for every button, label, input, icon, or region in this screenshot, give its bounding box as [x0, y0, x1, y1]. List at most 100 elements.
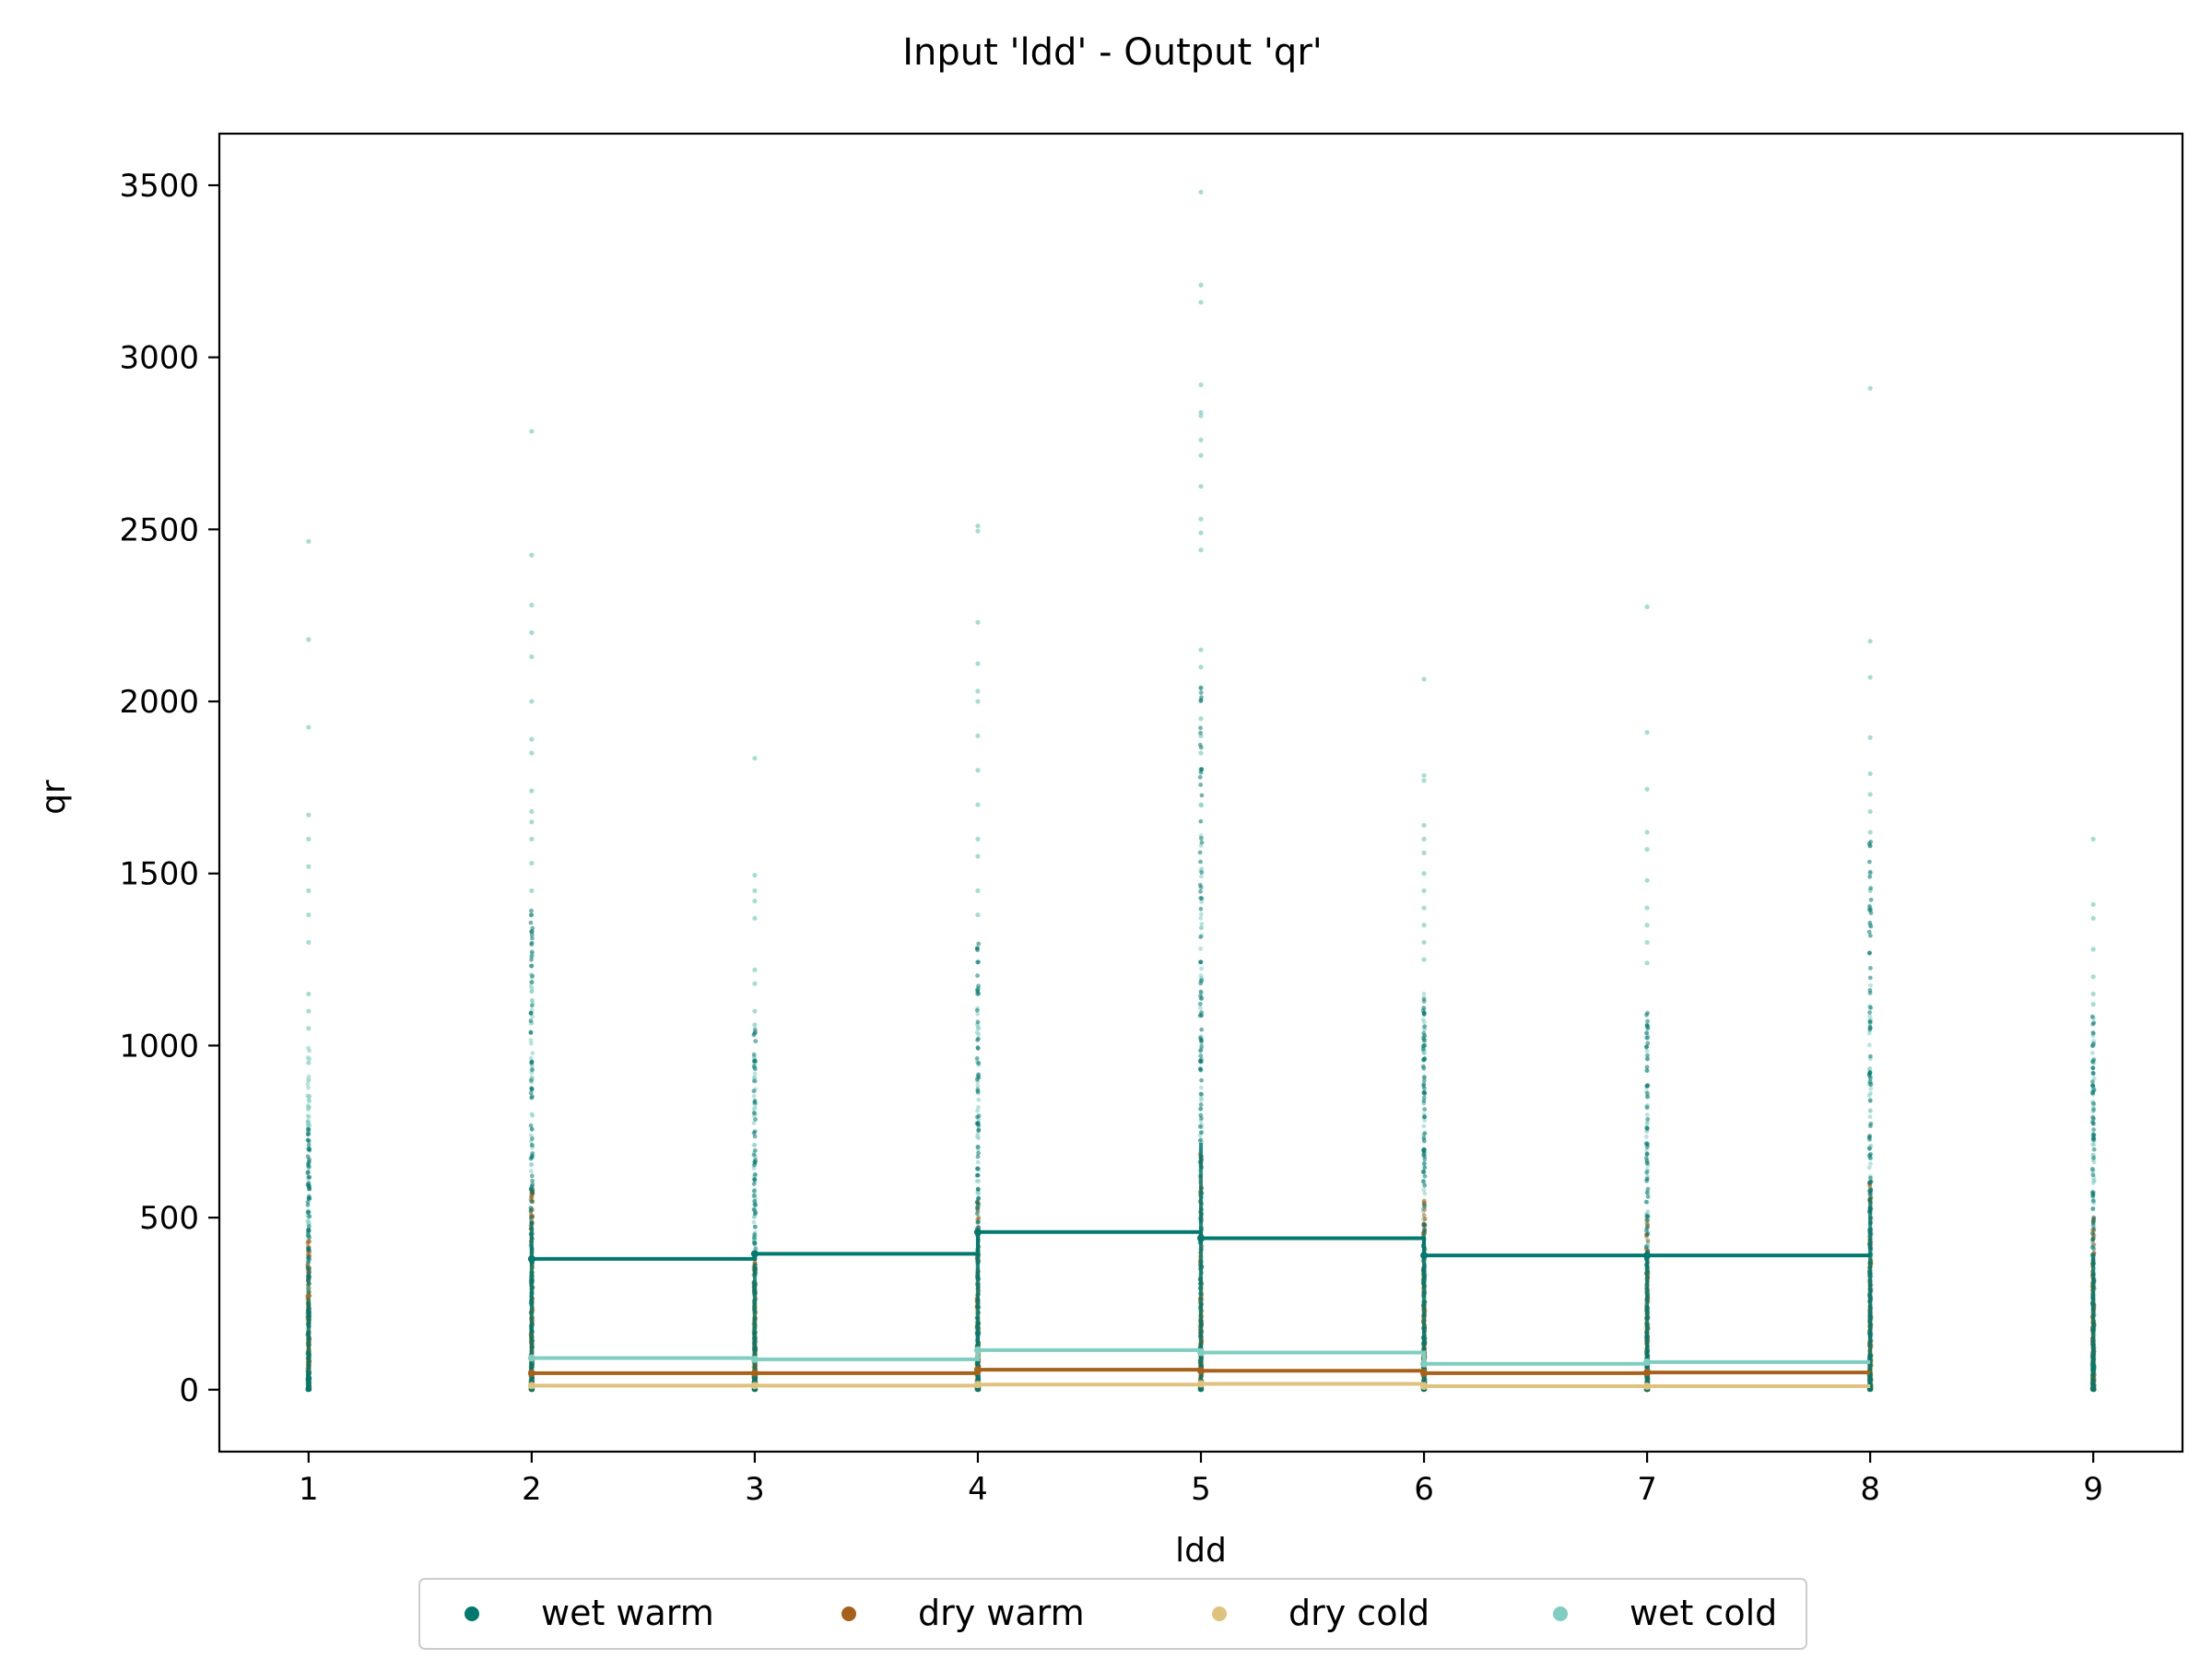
scatter-point — [1868, 897, 1874, 902]
scatter-point — [1867, 1053, 1873, 1059]
scatter-point — [1643, 1134, 1649, 1139]
scatter-point — [751, 1188, 757, 1194]
scatter-point — [1421, 1010, 1427, 1016]
scatter-point — [1645, 1053, 1650, 1058]
scatter-point — [1422, 1147, 1427, 1152]
scatter-point — [975, 688, 981, 694]
scatter-point — [1421, 905, 1427, 911]
scatter-point — [1644, 1030, 1649, 1036]
scatter-point — [1645, 1094, 1650, 1100]
scatter-point — [1199, 1037, 1204, 1042]
scatter-point — [1645, 1026, 1651, 1031]
scatter-point — [306, 1259, 312, 1265]
scatter-point — [2091, 1076, 2097, 1081]
scatter-point — [1421, 1169, 1426, 1174]
scatter-point — [1198, 1112, 1204, 1118]
scatter-point — [528, 1090, 534, 1096]
scatter-point — [305, 1278, 311, 1284]
scatter-point — [975, 1019, 981, 1025]
scatter-point — [530, 1113, 535, 1118]
scatter-point — [2090, 947, 2096, 952]
scatter-point — [530, 1153, 535, 1159]
scatter-point — [529, 699, 535, 704]
scatter-point — [751, 1193, 757, 1198]
scatter-point — [529, 860, 535, 866]
scatter-point — [1198, 686, 1204, 690]
scatter-point — [306, 1286, 312, 1291]
scatter-point — [306, 1095, 312, 1100]
scatter-point — [306, 724, 312, 730]
scatter-point — [1422, 1042, 1428, 1048]
scatter-point — [1422, 1223, 1428, 1229]
scatter-point — [1867, 675, 1873, 680]
scatter-point — [1867, 874, 1873, 879]
scatter-point — [1421, 1232, 1427, 1238]
scatter-point — [1422, 1182, 1428, 1188]
scatter-point — [975, 1088, 981, 1094]
scatter-point — [1644, 1190, 1650, 1195]
scatter-point — [529, 1199, 535, 1204]
scatter-point — [1199, 793, 1205, 798]
scatter-point — [975, 524, 981, 529]
scatter-point — [529, 1086, 535, 1091]
scatter-point — [1643, 1199, 1649, 1205]
scatter-point — [1198, 1085, 1204, 1090]
scatter-point — [529, 949, 535, 955]
scatter-point — [1421, 888, 1427, 894]
scatter-point — [305, 1137, 311, 1143]
scatter-point — [975, 987, 981, 993]
scatter-point — [751, 1111, 757, 1115]
scatter-point — [1867, 843, 1873, 849]
scatter-point — [1867, 903, 1872, 909]
scatter-point — [1198, 782, 1204, 787]
scatter-point — [975, 1108, 980, 1113]
scatter-point — [752, 915, 758, 921]
scatter-point — [1199, 966, 1204, 971]
scatter-point — [1198, 453, 1204, 458]
scatter-point — [529, 653, 535, 660]
scatter-point — [1422, 1118, 1428, 1124]
scatter-point — [1644, 1176, 1650, 1182]
scatter-point — [974, 946, 980, 951]
scatter-point — [1867, 1065, 1873, 1071]
scatter-point — [1420, 1179, 1426, 1184]
scatter-point — [305, 1113, 311, 1119]
scatter-point — [976, 1191, 982, 1195]
scatter-point — [753, 1039, 759, 1044]
scatter-point — [530, 1135, 535, 1141]
scatter-point — [1198, 665, 1204, 670]
scatter-point — [1197, 1138, 1203, 1143]
scatter-point — [528, 1077, 534, 1083]
scatter-point — [306, 1127, 312, 1133]
scatter-point — [975, 1172, 980, 1178]
scatter-point — [1198, 906, 1204, 912]
scatter-point — [1422, 1107, 1428, 1112]
scatter-point — [1644, 1048, 1650, 1053]
scatter-point — [529, 1126, 535, 1132]
scatter-point — [305, 1210, 311, 1215]
scatter-point — [1644, 939, 1650, 946]
scatter-point — [1866, 1165, 1872, 1171]
scatter-point — [975, 973, 980, 978]
scatter-point — [529, 1003, 535, 1008]
scatter-point — [529, 1095, 535, 1100]
scatter-point — [529, 989, 535, 994]
scatter-point — [1422, 1165, 1428, 1171]
scatter-point — [1198, 1048, 1204, 1053]
scatter-point — [529, 888, 535, 894]
scatter-point — [1421, 1075, 1427, 1080]
scatter-point — [1644, 1151, 1650, 1157]
scatter-point — [1198, 989, 1204, 994]
scatter-point — [1867, 933, 1873, 938]
scatter-point — [975, 699, 981, 704]
scatter-point — [1421, 850, 1427, 855]
scatter-point — [307, 1048, 312, 1053]
scatter-point — [751, 1088, 757, 1094]
scatter-point — [751, 1166, 757, 1171]
scatter-point — [976, 1127, 982, 1133]
scatter-point — [1421, 772, 1427, 778]
scatter-point — [306, 1085, 311, 1090]
scatter-point — [307, 1056, 312, 1062]
scatter-point — [752, 1008, 758, 1014]
